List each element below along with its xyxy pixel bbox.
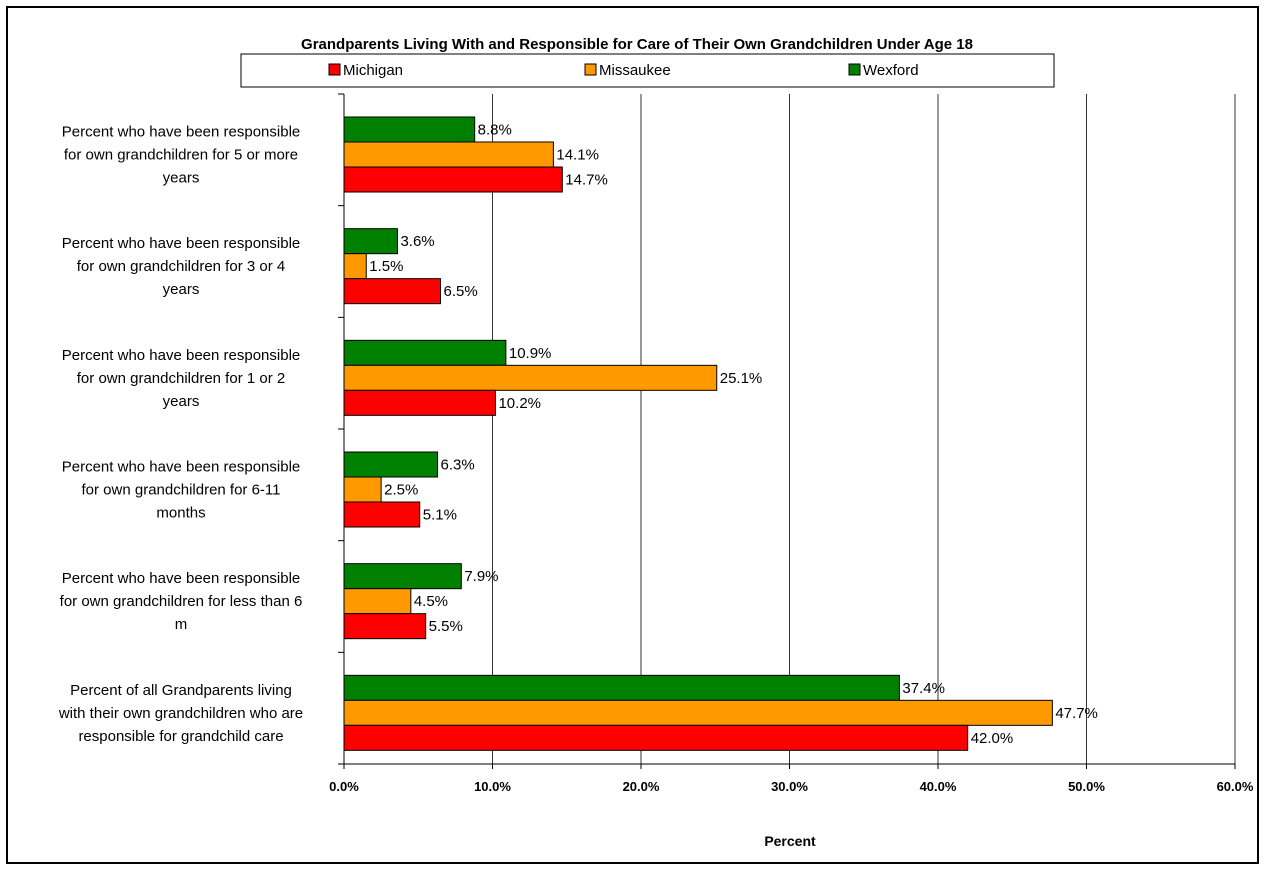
data-label-wexford: 10.9%	[509, 345, 552, 362]
data-label-wexford: 6.3%	[441, 457, 475, 474]
category-label: Percent who have been responsible for own…	[62, 124, 301, 187]
bar-michigan	[343, 389, 496, 416]
data-label-missaukee: 47.7%	[1055, 705, 1098, 722]
bar-missaukee	[343, 141, 554, 168]
bar-missaukee	[343, 588, 412, 615]
category-label: Percent who have been responsible for own…	[62, 347, 301, 410]
plot-area: 8.8% 14.1% 14.7% 3.6% 1.5% 6.5% 10.9% 25.1% 10.2…	[338, 93, 1236, 769]
bar-missaukee	[343, 364, 718, 391]
bar-missaukee	[343, 476, 382, 503]
bar-michigan	[343, 166, 563, 193]
data-label-michigan: 5.1%	[423, 507, 457, 524]
legend-label-missaukee: Missaukee	[599, 62, 671, 79]
category-label: Percent who have been responsible for own…	[62, 459, 301, 522]
data-label-wexford: 7.9%	[464, 568, 498, 585]
legend-swatch-missaukee	[584, 63, 597, 76]
bar-michigan	[343, 724, 969, 751]
legend-box	[240, 53, 1055, 88]
bar-wexford	[343, 674, 900, 701]
x-axis-title: Percent	[764, 833, 816, 849]
data-label-michigan: 5.5%	[429, 618, 463, 635]
bar-missaukee	[343, 699, 1053, 726]
legend-label-wexford: Wexford	[863, 62, 919, 79]
bar-michigan	[343, 278, 442, 305]
bar-wexford	[343, 563, 462, 590]
data-label-missaukee: 1.5%	[369, 258, 403, 275]
data-label-wexford: 3.6%	[400, 233, 434, 250]
data-label-missaukee: 2.5%	[384, 482, 418, 499]
bar-michigan	[343, 613, 427, 640]
x-tick-label: 60.0%	[1217, 779, 1254, 794]
data-label-michigan: 14.7%	[565, 172, 608, 189]
category-label: Percent who have been responsible for own…	[60, 570, 303, 633]
x-tick-label: 0.0%	[329, 779, 359, 794]
data-label-missaukee: 25.1%	[720, 370, 763, 387]
x-tick-label: 40.0%	[920, 779, 957, 794]
x-tick-label: 20.0%	[623, 779, 660, 794]
data-label-missaukee: 4.5%	[414, 593, 448, 610]
category-label: Percent who have been responsible for own…	[62, 235, 301, 298]
bar-wexford	[343, 116, 476, 143]
legend-swatch-michigan	[328, 63, 341, 76]
data-label-wexford: 37.4%	[902, 680, 945, 697]
legend-label-michigan: Michigan	[343, 62, 403, 79]
data-label-michigan: 42.0%	[971, 730, 1014, 747]
bar-chart: Grandparents Living With and Responsible…	[58, 36, 1254, 849]
bar-michigan	[343, 501, 421, 528]
bar-wexford	[343, 228, 398, 255]
x-tick-label: 30.0%	[771, 779, 808, 794]
chart-title: Grandparents Living With and Responsible…	[301, 36, 973, 53]
data-label-michigan: 6.5%	[444, 283, 478, 300]
bar-wexford	[343, 339, 507, 366]
legend-swatch-wexford	[848, 63, 861, 76]
data-label-michigan: 10.2%	[498, 395, 541, 412]
data-label-missaukee: 14.1%	[556, 147, 599, 164]
bar-wexford	[343, 451, 439, 478]
x-tick-labels: 0.0% 10.0% 20.0% 30.0% 40.0% 50.0% 60.0%	[329, 779, 1254, 794]
x-tick-label: 50.0%	[1068, 779, 1105, 794]
category-labels: Percent who have been responsible for own…	[58, 124, 303, 745]
data-label-wexford: 8.8%	[478, 122, 512, 139]
category-label: Percent of all Grandparents living with t…	[58, 682, 303, 745]
legend: Michigan Missaukee Wexford	[240, 53, 1055, 88]
bar-missaukee	[343, 253, 367, 280]
x-tick-label: 10.0%	[474, 779, 511, 794]
chart-frame: Grandparents Living With and Responsible…	[6, 6, 1259, 864]
